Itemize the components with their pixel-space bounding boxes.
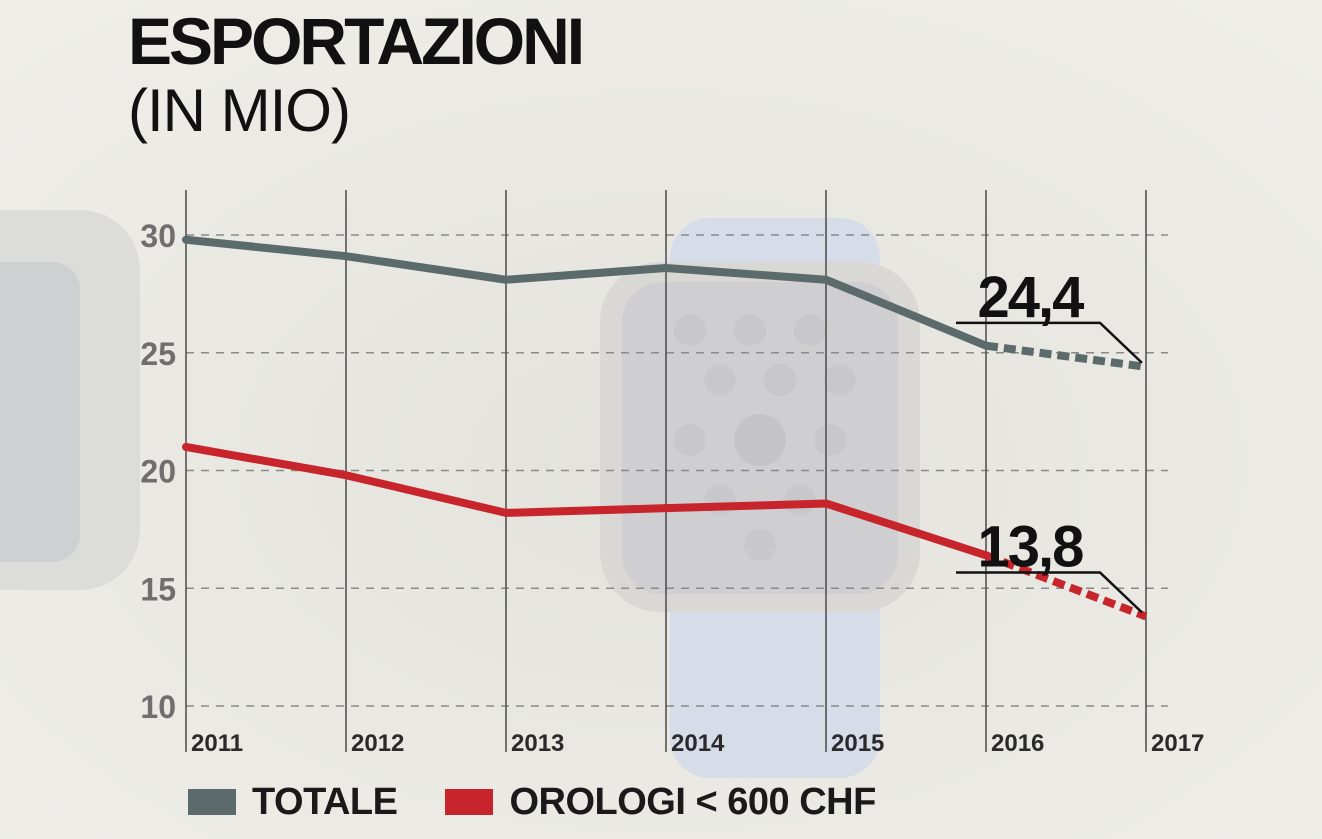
legend-swatch-orologi	[445, 789, 494, 815]
chart-subtitle: (IN MIO)	[128, 77, 351, 144]
series-forecast-line-1	[984, 551, 1148, 621]
chart-title: ESPORTAZIONI	[128, 4, 585, 78]
legend-label-totale: TOTALE	[252, 780, 398, 823]
series-forecast-line-0	[985, 341, 1147, 371]
x-tick-label-2015: 2015	[831, 730, 884, 757]
annotation-leader-1	[956, 571, 1143, 614]
legend-label-orologi: OROLOGI < 600 CHF	[509, 780, 876, 823]
legend-swatch-totale	[188, 789, 236, 815]
y-tick-label-10: 10	[140, 689, 176, 725]
x-tick-label-2013: 2013	[511, 730, 564, 757]
series-line-0	[182, 235, 990, 350]
series-line-1	[182, 442, 990, 560]
x-tick-label-2011: 2011	[191, 730, 243, 757]
chart-legend: TOTALE OROLOGI < 600 CHF	[188, 780, 924, 824]
y-tick-label-25: 25	[140, 336, 176, 372]
y-tick-label-20: 20	[140, 454, 176, 490]
chart-series	[182, 235, 1148, 621]
x-tick-label-2014: 2014	[671, 730, 725, 757]
x-tick-label-2017: 2017	[1151, 730, 1204, 757]
chart-annotations: 24,4 13,8	[956, 265, 1143, 614]
annotation-leader-0	[956, 321, 1143, 364]
legend-item-orologi: OROLOGI < 600 CHF	[445, 780, 876, 824]
annotation-label-1: 13,8	[978, 515, 1084, 580]
annotation-label-0: 24,4	[978, 265, 1085, 330]
legend-item-totale: TOTALE	[188, 780, 398, 824]
x-tick-label-2016: 2016	[991, 730, 1044, 757]
x-tick-label-2012: 2012	[351, 730, 404, 757]
y-tick-label-15: 15	[140, 571, 176, 607]
y-tick-label-30: 30	[140, 218, 176, 254]
